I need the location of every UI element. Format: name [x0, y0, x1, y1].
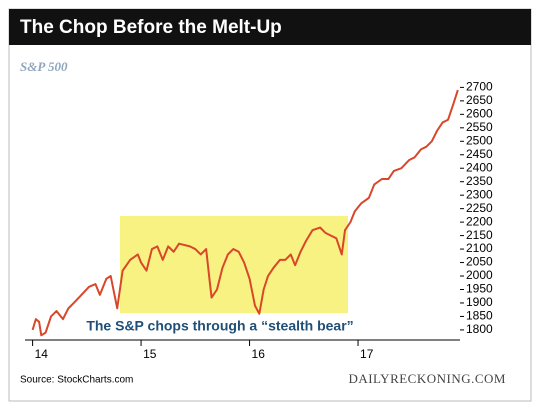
y-tick-label: 2350 — [466, 174, 493, 188]
y-tick-label: 1850 — [466, 309, 493, 323]
frame — [8, 8, 532, 402]
title-bar — [9, 9, 531, 45]
line-series — [31, 89, 459, 337]
y-tick-label: 2500 — [466, 133, 493, 147]
x-tick-label: 16 — [252, 347, 266, 361]
brand: DAILYRECKONING.COM — [348, 371, 506, 386]
y-tick-label: 2000 — [466, 268, 493, 282]
y-tick-label: 1950 — [466, 282, 493, 296]
y-tick-label: 2050 — [466, 255, 493, 269]
y-tick-label: 2400 — [466, 160, 493, 174]
x-tick-label: 17 — [360, 347, 374, 361]
y-tick-label: 2700 — [466, 80, 493, 94]
plot: 1800185019001950200020502100215022002250… — [25, 80, 493, 361]
y-tick-label: 2150 — [466, 228, 493, 242]
y-tick-label: 2200 — [466, 214, 493, 228]
y-tick-label: 1900 — [466, 295, 493, 309]
y-tick-label: 2600 — [466, 107, 493, 121]
annotation: The S&P chops through a “stealth bear” — [86, 318, 353, 334]
y-tick-label: 2550 — [466, 120, 493, 134]
y-tick-label: 2250 — [466, 201, 493, 215]
chart-title: The Chop Before the Melt-Up — [20, 17, 282, 38]
y-tick-label: 2450 — [466, 147, 493, 161]
y-tick-label: 1800 — [466, 322, 493, 336]
source: Source: StockCharts.com — [20, 375, 133, 386]
y-tick-label: 2300 — [466, 187, 493, 201]
y-tick-label: 2650 — [466, 93, 493, 107]
y-tick-label: 2100 — [466, 241, 493, 255]
x-tick-label: 15 — [143, 347, 157, 361]
highlight-box — [120, 216, 348, 313]
subtitle: S&P 500 — [20, 59, 68, 74]
x-tick-label: 14 — [35, 347, 49, 361]
